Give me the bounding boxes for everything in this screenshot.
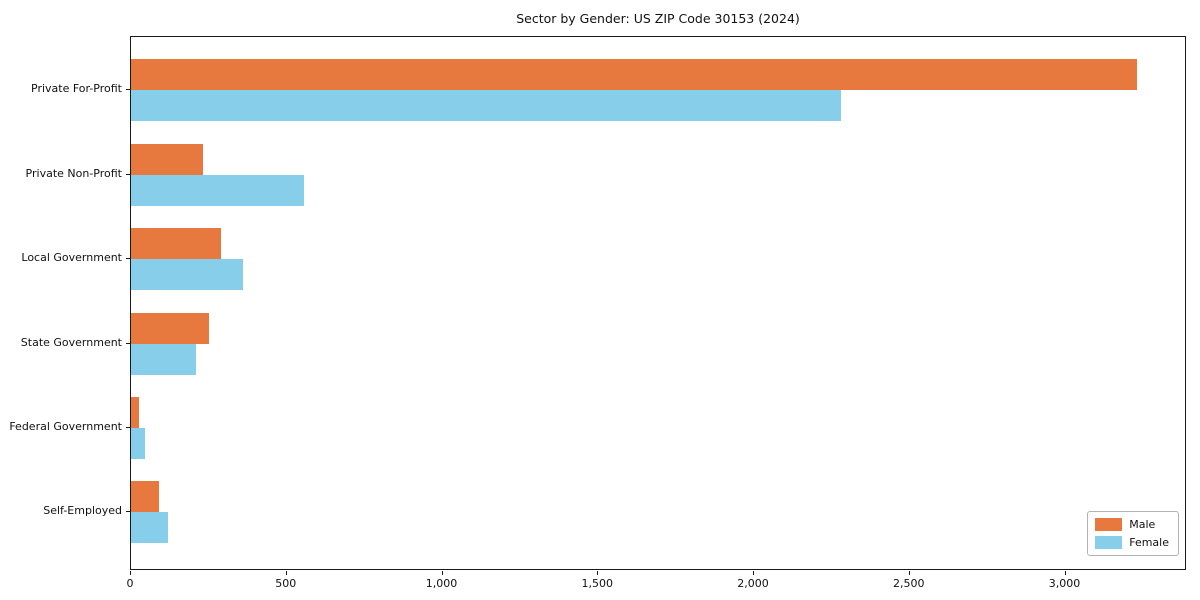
bar-female-private-non-profit — [131, 174, 304, 206]
x-tick-mark — [908, 571, 910, 575]
bar-female-state-government — [131, 343, 197, 375]
y-tick-mark — [126, 258, 130, 260]
x-tick-label: 3,000 — [1048, 577, 1081, 590]
x-tick-mark — [1064, 571, 1066, 575]
y-tick-label-federal-government: Federal Government — [9, 419, 122, 433]
y-tick-mark — [126, 89, 130, 91]
x-tick-label: 1,500 — [581, 577, 614, 590]
x-tick-label: 2,500 — [893, 577, 925, 590]
y-tick-mark — [126, 173, 130, 175]
y-tick-label-self-employed: Self-Employed — [43, 504, 122, 518]
bar-male-state-government — [131, 312, 209, 344]
legend-entry-female: Female — [1095, 536, 1169, 549]
y-tick-mark — [126, 511, 130, 513]
x-tick-label: 1,000 — [425, 577, 458, 590]
y-tick-label-private-non-profit: Private Non-Profit — [25, 166, 122, 180]
x-tick-mark — [753, 571, 754, 575]
female-color-swatch — [1095, 536, 1123, 549]
x-tick-mark — [441, 571, 443, 575]
bar-male-private-non-profit — [131, 143, 203, 175]
bar-female-federal-government — [131, 427, 145, 459]
bar-male-self-employed — [131, 481, 159, 513]
bar-female-self-employed — [131, 512, 169, 544]
legend-label-male: Male — [1129, 518, 1156, 531]
legend: Male Female — [1087, 511, 1179, 556]
male-color-swatch — [1095, 518, 1123, 531]
bar-male-local-government — [131, 228, 222, 260]
y-tick-label-private-for-profit: Private For-Profit — [31, 82, 122, 96]
x-tick-mark — [285, 571, 287, 575]
plot-area: Male Female — [130, 36, 1186, 570]
x-tick-label: 0 — [126, 577, 134, 590]
legend-label-female: Female — [1129, 536, 1169, 549]
x-tick-mark — [597, 571, 599, 575]
x-tick-label: 500 — [275, 577, 297, 590]
y-tick-label-local-government: Local Government — [21, 251, 122, 265]
bar-male-federal-government — [131, 396, 139, 428]
bar-female-private-for-profit — [131, 90, 842, 122]
bar-male-private-for-profit — [131, 59, 1138, 91]
chart-title: Sector by Gender: US ZIP Code 30153 (202… — [516, 11, 800, 26]
y-tick-label-state-government: State Government — [20, 335, 122, 349]
legend-entry-male: Male — [1095, 518, 1169, 531]
y-tick-mark — [126, 342, 130, 344]
y-tick-mark — [126, 426, 130, 428]
bar-female-local-government — [131, 259, 244, 291]
x-tick-mark — [130, 571, 131, 575]
x-tick-label: 2,000 — [737, 577, 769, 590]
